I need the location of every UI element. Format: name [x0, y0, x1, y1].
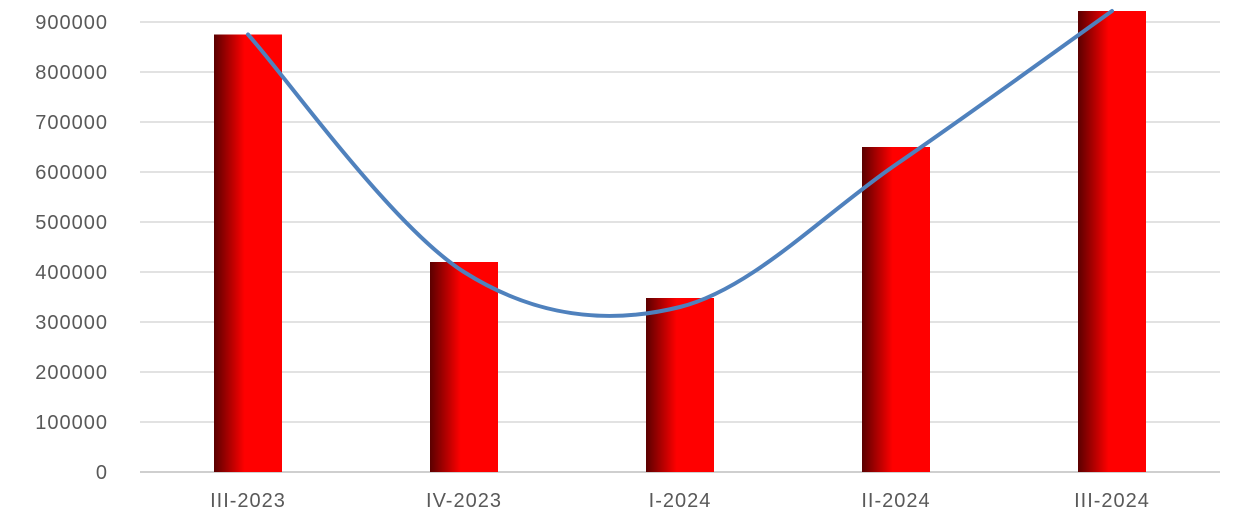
trendline [246, 9, 1114, 318]
bar-i-2024 [646, 298, 714, 472]
x-tick-label: III-2024 [1074, 490, 1150, 512]
y-tick-label: 0 [96, 462, 108, 484]
x-tick-label: III-2023 [210, 490, 286, 512]
y-axis-tick-labels: 0 100000 200000 300000 400000 500000 600000 700… [35, 12, 108, 484]
y-tick-label: 100000 [35, 412, 108, 434]
y-tick-label: 500000 [35, 212, 108, 234]
bar-ii-2024 [862, 147, 930, 472]
y-tick-label: 300000 [35, 312, 108, 334]
gridlines [140, 21, 1220, 473]
y-tick-label: 200000 [35, 362, 108, 384]
x-tick-label: II-2024 [861, 490, 930, 512]
bars [214, 11, 1146, 472]
bar-iii-2023 [214, 34, 282, 472]
y-tick-label: 900000 [35, 12, 108, 34]
y-tick-label: 600000 [35, 162, 108, 184]
y-tick-label: 800000 [35, 62, 108, 84]
x-tick-label: IV-2023 [426, 490, 502, 512]
bar-iii-2024 [1078, 11, 1146, 472]
y-tick-label: 700000 [35, 112, 108, 134]
bar-iv-2023 [430, 262, 498, 472]
x-tick-label: I-2024 [649, 490, 712, 512]
y-tick-label: 400000 [35, 262, 108, 284]
x-axis-tick-labels: III-2023 IV-2023 I-2024 II-2024 III-2024 [210, 490, 1150, 512]
trendline-group [246, 9, 1114, 318]
